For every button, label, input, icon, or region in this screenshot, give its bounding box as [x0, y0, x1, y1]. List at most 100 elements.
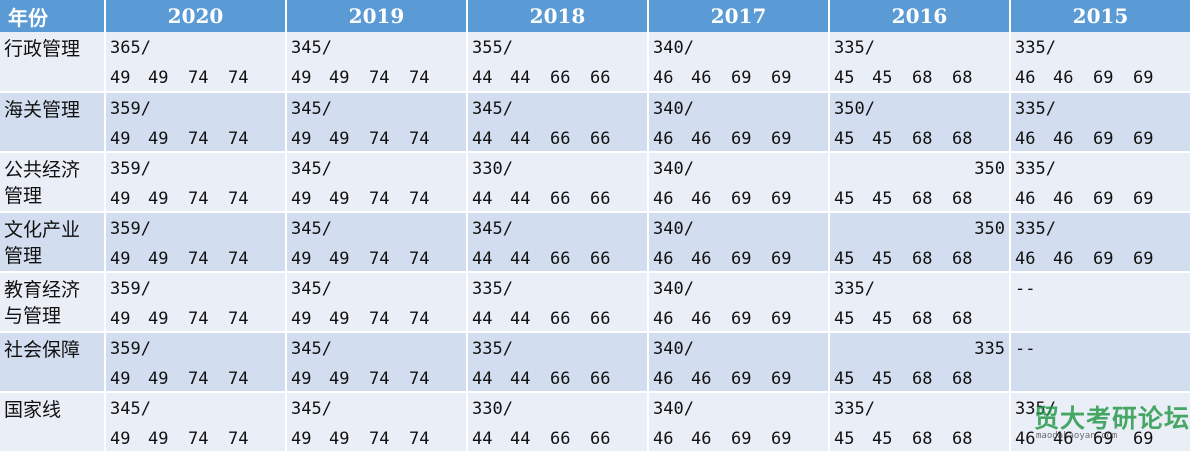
subject-score: 45	[834, 189, 855, 209]
score-cell: 350/45 45 68 68	[829, 92, 1011, 153]
subject-score: 46	[653, 249, 674, 269]
subject-score: 46	[1015, 249, 1036, 269]
subject-scores: 49 49 74 74	[110, 309, 268, 329]
subject-score: 74	[228, 429, 249, 449]
subject-score: 68	[952, 369, 973, 389]
score-cell: --	[1010, 272, 1192, 333]
score-cell: 359/49 49 74 74	[105, 272, 287, 333]
program-name: 国家线	[4, 399, 62, 421]
program-name-cell: 国家线	[0, 392, 106, 453]
subject-scores: 46 46 69 69	[1015, 249, 1173, 269]
subject-score: 66	[590, 189, 611, 209]
subject-score: 74	[188, 68, 209, 88]
total-score: 335/	[1015, 38, 1056, 58]
subject-score: 45	[834, 429, 855, 449]
subject-score: 49	[110, 189, 131, 209]
subject-scores: 46 46 69 69	[653, 369, 811, 389]
score-cell: 340/46 46 69 69	[648, 272, 830, 333]
total-score: 350	[974, 159, 1005, 179]
subject-score: 49	[110, 429, 131, 449]
subject-score: 45	[834, 129, 855, 149]
subject-score: 66	[590, 249, 611, 269]
subject-score: 69	[731, 189, 752, 209]
total-score: 345/	[291, 279, 332, 299]
score-cell: 345/49 49 74 74	[286, 152, 468, 213]
subject-score: 69	[1133, 429, 1154, 449]
total-score: 335/	[472, 339, 513, 359]
score-cell: 340/46 46 69 69	[648, 212, 830, 273]
subject-score: 44	[510, 429, 531, 449]
subject-score: 44	[472, 369, 493, 389]
subject-score: 49	[329, 129, 350, 149]
total-score: 340/	[653, 159, 694, 179]
subject-score: 49	[329, 309, 350, 329]
subject-score: 45	[872, 369, 893, 389]
subject-score: 74	[188, 249, 209, 269]
total-score: 335/	[834, 279, 875, 299]
total-score: --	[1015, 339, 1036, 359]
subject-scores: 46 46 69 69	[1015, 189, 1173, 209]
total-score: 345/	[291, 159, 332, 179]
table-row: 文化产业 管理 359/49 49 74 74 345/49 49 74 74 345/44 44 6…	[0, 212, 1192, 273]
score-cell: 330/44 44 66 66	[467, 392, 649, 453]
subject-score: 74	[369, 68, 390, 88]
subject-score: 68	[912, 68, 933, 88]
score-cell: 335/45 45 68 68	[829, 272, 1011, 333]
score-cell: 335/44 44 66 66	[467, 272, 649, 333]
subject-score: 66	[590, 429, 611, 449]
subject-score: 68	[952, 189, 973, 209]
subject-score: 44	[510, 309, 531, 329]
table-row: 国家线 345/49 49 74 74 345/49 49 74 74 330/44 44 66 66 3…	[0, 392, 1192, 453]
score-cell: 350 45 45 68 68	[829, 152, 1011, 213]
subject-score: 74	[228, 249, 249, 269]
subject-score: 44	[472, 429, 493, 449]
subject-score: 46	[1015, 429, 1036, 449]
subject-score: 74	[188, 309, 209, 329]
subject-scores: 49 49 74 74	[110, 369, 268, 389]
subject-score: 49	[148, 369, 169, 389]
subject-score: 44	[510, 369, 531, 389]
program-name-cell: 公共经济 管理	[0, 152, 106, 213]
total-score: 335/	[1015, 219, 1056, 239]
subject-score: 49	[329, 189, 350, 209]
subject-score: 45	[834, 369, 855, 389]
subject-score: 44	[472, 189, 493, 209]
score-cell: 365/49 49 74 74	[105, 32, 287, 93]
subject-score: 66	[590, 68, 611, 88]
score-cell: 345/49 49 74 74	[286, 92, 468, 153]
year-header: 2019	[286, 0, 468, 32]
subject-score: 68	[912, 249, 933, 269]
subject-score: 69	[1093, 249, 1114, 269]
subject-score: 74	[228, 68, 249, 88]
total-score: 335/	[472, 279, 513, 299]
subject-score: 49	[148, 429, 169, 449]
subject-score: 49	[148, 189, 169, 209]
subject-score: 74	[369, 249, 390, 269]
subject-score: 68	[912, 429, 933, 449]
subject-score: 69	[771, 369, 792, 389]
subject-score: 44	[510, 189, 531, 209]
total-score: 365/	[110, 38, 151, 58]
program-name: 公共经济 管理	[4, 159, 81, 207]
subject-score: 46	[1015, 129, 1036, 149]
subject-score: 46	[653, 309, 674, 329]
subject-score: 69	[1133, 249, 1154, 269]
subject-score: 66	[550, 189, 571, 209]
subject-score: 68	[952, 249, 973, 269]
subject-scores: 45 45 68 68	[834, 309, 992, 329]
subject-score: 66	[590, 369, 611, 389]
subject-score: 44	[472, 129, 493, 149]
score-cell: 355/44 44 66 66	[467, 32, 649, 93]
subject-score: 46	[1015, 68, 1036, 88]
score-cell: 345/49 49 74 74	[286, 332, 468, 393]
total-score: 350	[974, 219, 1005, 239]
subject-score: 49	[148, 309, 169, 329]
score-cell: 340/46 46 69 69	[648, 152, 830, 213]
total-score: 340/	[653, 219, 694, 239]
subject-score: 49	[291, 68, 312, 88]
header-label: 年份	[0, 0, 106, 32]
subject-scores: 46 46 69 69	[1015, 68, 1173, 88]
table-row: 教育经济 与管理 359/49 49 74 74 345/49 49 74 74 335/44 44…	[0, 272, 1192, 333]
subject-score: 74	[188, 189, 209, 209]
score-cell: 345/44 44 66 66	[467, 92, 649, 153]
